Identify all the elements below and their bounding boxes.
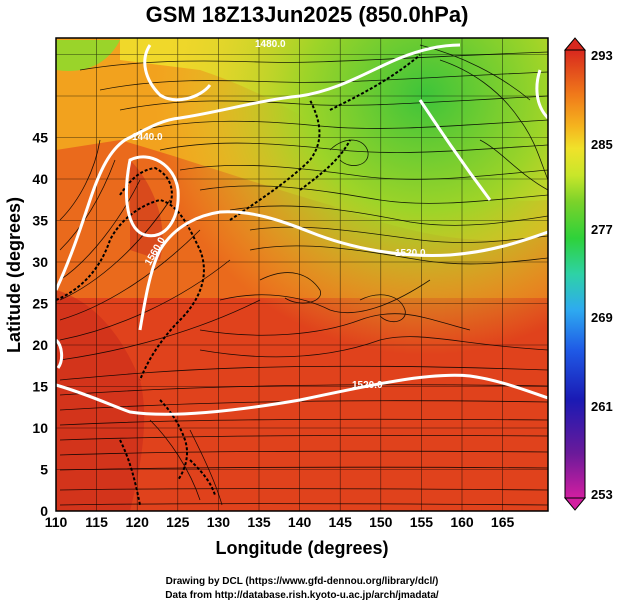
x-axis: 110 115 120 125 130 135 140 145 150 155 … (45, 514, 515, 530)
y-tick-label: 30 (32, 254, 48, 270)
x-tick-label: 155 (410, 514, 434, 530)
x-tick-label: 110 (45, 514, 68, 530)
colorbar-tick-label: 253 (591, 487, 613, 502)
x-tick-label: 160 (450, 514, 474, 530)
x-axis-label: Longitude (degrees) (215, 538, 388, 558)
contour-label-1480-a: 1480.0 (255, 39, 286, 50)
y-tick-label: 15 (32, 379, 48, 395)
contour-label-1520-a: 1520.0 (395, 248, 426, 259)
colorbar-tick-label: 285 (591, 137, 613, 152)
y-tick-label: 0 (40, 503, 48, 519)
y-axis-label: Latitude (degrees) (4, 197, 24, 353)
height-contours (56, 43, 548, 416)
y-tick-label: 20 (32, 337, 48, 353)
x-tick-label: 125 (166, 514, 190, 530)
colorbar-tick-label: 269 (591, 310, 613, 325)
y-tick-label: 35 (32, 213, 48, 229)
colorbar: 293 285 277 269 261 253 (563, 37, 613, 511)
x-tick-label: 140 (288, 514, 312, 530)
y-tick-label: 25 (32, 296, 48, 312)
colorbar-tick-label: 261 (591, 399, 613, 414)
y-tick-label: 40 (32, 171, 48, 187)
credit-data: Data from http://database.rish.kyoto-u.a… (165, 590, 439, 601)
x-tick-label: 130 (207, 514, 231, 530)
y-tick-label: 5 (40, 462, 48, 478)
x-tick-label: 165 (491, 514, 515, 530)
x-tick-label: 150 (369, 514, 393, 530)
coastlines (56, 54, 421, 506)
contour-label-1440: 1440.0 (132, 132, 163, 143)
y-axis: 0 5 10 15 20 25 30 35 40 45 (32, 130, 48, 520)
x-tick-label: 145 (329, 514, 353, 530)
colorbar-tick-label: 277 (591, 222, 613, 237)
credit-drawing: Drawing by DCL (https://www.gfd-dennou.o… (166, 576, 439, 587)
x-tick-label: 115 (85, 514, 108, 530)
x-tick-label: 120 (126, 514, 150, 530)
figure-title: GSM 18Z13Jun2025 (850.0hPa) (146, 2, 469, 27)
contour-label-1520-b: 1520.0 (352, 380, 383, 391)
plot-area: 1440.0 1480.0 1520.0 1560.0 1520.0 (56, 38, 548, 511)
x-tick-label: 135 (247, 514, 271, 530)
y-tick-label: 10 (32, 420, 48, 436)
y-tick-label: 45 (32, 130, 48, 146)
plot-frame (55, 37, 549, 512)
colorbar-tick-label: 293 (591, 48, 613, 63)
